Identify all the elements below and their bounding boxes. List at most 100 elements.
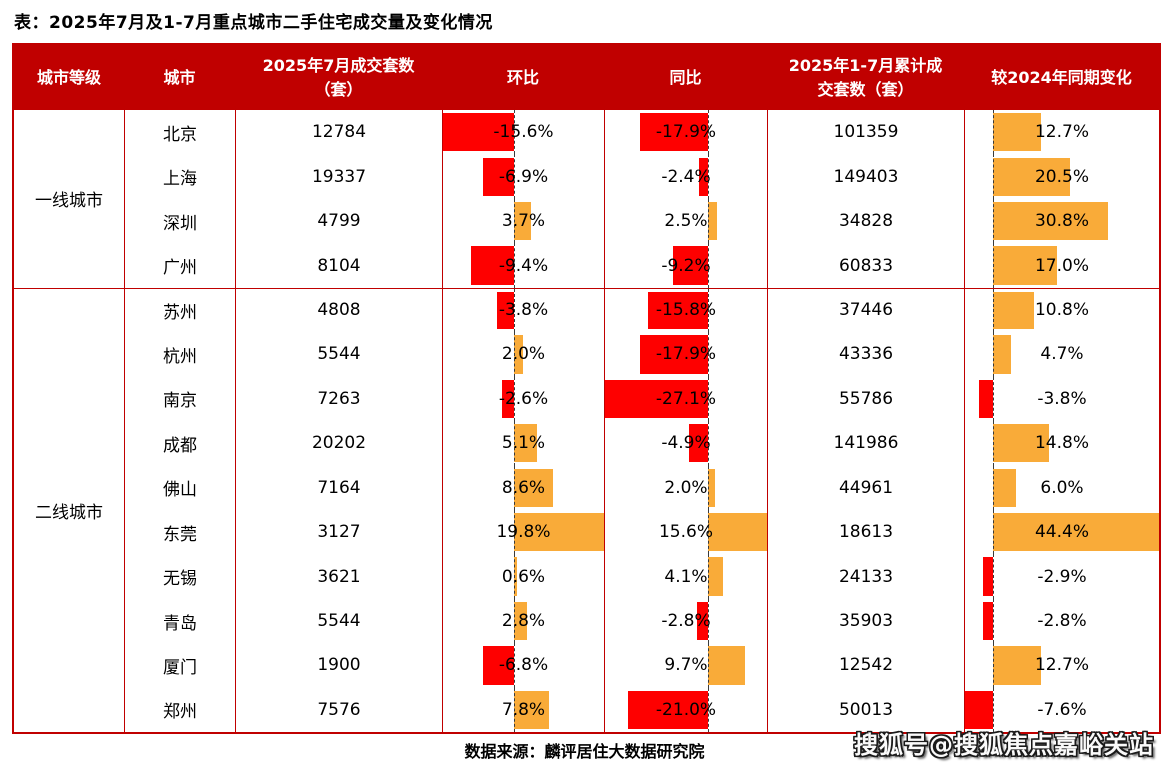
zero-axis-line (707, 421, 709, 466)
mom-value-label: 7.8% (501, 699, 546, 720)
yoy-value-label: -2.4% (661, 166, 711, 187)
zero-axis-line (993, 376, 995, 422)
mom-bar (513, 513, 604, 552)
zero-axis-line (707, 110, 709, 155)
jul-sales-value: 3127 (235, 509, 442, 555)
city-name: 杭州 (124, 332, 235, 377)
cumulative-sales-value: 34828 (767, 198, 964, 244)
vs2024-bar (982, 557, 994, 596)
yoy-bar (707, 557, 724, 596)
yoy-bar-cell: -17.9% (604, 110, 767, 155)
jul-sales-value: 3621 (235, 554, 442, 599)
zero-axis-line (707, 154, 709, 199)
yoy-bar-cell: -27.1% (604, 376, 767, 422)
yoy-bar (707, 468, 716, 507)
vs2024-value-label: 44.4% (1034, 522, 1089, 543)
mom-bar-cell: 7.8% (442, 687, 604, 733)
jul-sales-value: 7263 (235, 376, 442, 422)
mom-bar (496, 291, 514, 330)
mom-value-label: -6.8% (498, 655, 549, 676)
vs2024-bar-cell: 10.8% (964, 287, 1159, 333)
yoy-bar-cell: -21.0% (604, 687, 767, 733)
vs2024-value-label: 20.5% (1034, 166, 1089, 187)
vs2024-value-label: -2.9% (1037, 566, 1087, 587)
zero-axis-line (513, 243, 515, 288)
vs2024-bar-cell: -3.8% (964, 376, 1159, 422)
mom-bar-cell: 3.7% (442, 198, 604, 244)
vs2024-bar (993, 424, 1049, 463)
jul-sales-value: 8104 (235, 243, 442, 288)
zero-axis-line (993, 154, 995, 199)
vs2024-bar (993, 291, 1034, 330)
yoy-bar-cell: 15.6% (604, 509, 767, 555)
vs2024-bar (982, 601, 994, 641)
vs2024-bar-cell: 12.7% (964, 643, 1159, 688)
yoy-bar (639, 335, 708, 374)
zero-axis-line (513, 288, 515, 333)
yoy-value-label: -9.2% (661, 255, 711, 276)
yoy-value-label: -27.1% (655, 388, 717, 409)
mom-bar-cell: 8.6% (442, 465, 604, 510)
yoy-bar (698, 157, 708, 196)
zero-axis-line (513, 643, 515, 688)
mom-bar-cell: -15.6% (442, 110, 604, 155)
cumulative-sales-value: 50013 (767, 687, 964, 733)
vs2024-bar-cell: -2.9% (964, 554, 1159, 599)
mom-value-label: -2.6% (498, 388, 549, 409)
vs2024-bar-cell: -7.6% (964, 687, 1159, 733)
vs2024-value-label: 17.0% (1034, 255, 1089, 276)
yoy-value-label: -17.9% (655, 122, 717, 143)
yoy-bar-cell: 2.5% (604, 198, 767, 244)
yoy-bar (639, 113, 708, 152)
mom-bar (443, 113, 514, 152)
zero-axis-line (707, 598, 709, 644)
yoy-bar-cell: -2.4% (604, 154, 767, 199)
vs2024-bar (993, 646, 1041, 685)
yoy-bar-cell: 2.0% (604, 465, 767, 510)
housing-transactions-table: 城市等级 城市 2025年7月成交套数（套） 环比 同比 2025年1-7月累计成交套数（… (12, 43, 1161, 735)
zero-axis-line (993, 643, 995, 688)
jul-sales-value: 12784 (235, 110, 442, 155)
cumulative-sales-value: 149403 (767, 154, 964, 199)
zero-axis-line (513, 554, 515, 599)
cumulative-sales-value: 35903 (767, 598, 964, 644)
zero-axis-line (993, 421, 995, 466)
mom-value-label: 5.1% (501, 433, 546, 454)
yoy-bar (707, 201, 718, 241)
zero-axis-line (707, 376, 709, 422)
zero-axis-line (707, 643, 709, 688)
mom-value-label: 19.8% (496, 522, 551, 543)
cumulative-sales-value: 60833 (767, 243, 964, 288)
yoy-value-label: 2.5% (664, 211, 708, 232)
yoy-bar (647, 291, 708, 330)
mom-value-label: -9.4% (498, 255, 549, 276)
vs2024-value-label: -7.6% (1037, 699, 1087, 720)
mom-bar (482, 157, 514, 196)
vs2024-bar-cell: 20.5% (964, 154, 1159, 199)
cumulative-sales-value: 44961 (767, 465, 964, 510)
cumulative-sales-value: 37446 (767, 287, 964, 333)
cumulative-sales-value: 12542 (767, 643, 964, 688)
yoy-bar-cell: 4.1% (604, 554, 767, 599)
mom-bar-cell: -9.4% (442, 243, 604, 288)
city-name: 苏州 (124, 287, 235, 333)
jul-sales-value: 19337 (235, 154, 442, 199)
mom-bar-cell: 5.1% (442, 421, 604, 466)
vs2024-bar-cell: 30.8% (964, 198, 1159, 244)
vs2024-value-label: 12.7% (1034, 122, 1089, 143)
zero-axis-line (513, 421, 515, 466)
yoy-value-label: -15.8% (655, 300, 717, 321)
zero-axis-line (993, 509, 995, 555)
vs2024-value-label: 6.0% (1040, 477, 1084, 498)
data-source-note: 数据来源：麟评居住大数据研究院 (464, 742, 705, 761)
cumulative-sales-value: 43336 (767, 332, 964, 377)
mom-value-label: 2.8% (501, 611, 546, 632)
city-name: 成都 (124, 421, 235, 466)
jul-sales-value: 5544 (235, 598, 442, 644)
mom-bar-cell: 2.8% (442, 598, 604, 644)
group-label-tier2: 二线城市 (14, 287, 124, 733)
vs2024-value-label: 14.8% (1034, 433, 1089, 454)
jul-sales-value: 5544 (235, 332, 442, 377)
group-label-tier1: 一线城市 (14, 110, 124, 288)
zero-axis-line (707, 554, 709, 599)
